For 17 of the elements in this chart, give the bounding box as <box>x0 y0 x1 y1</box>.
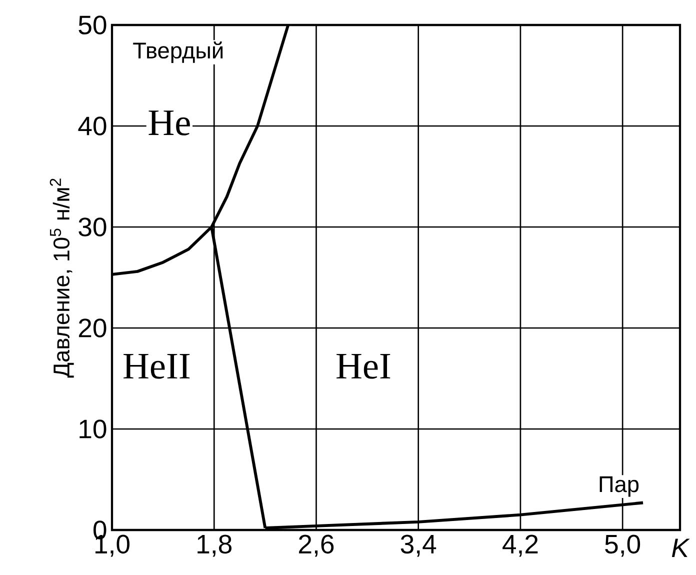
annotation: Твердый <box>133 41 223 64</box>
y-tick-label: 20 <box>78 318 106 338</box>
y-tick-label: 40 <box>78 116 106 136</box>
annotation: Пар <box>600 476 639 497</box>
x-tick-label: 2,6 <box>299 534 334 557</box>
annotation: He <box>148 110 190 136</box>
annotation: HeI <box>336 354 390 379</box>
x-tick-label: 4,2 <box>502 534 538 557</box>
x-tick-label: 1,8 <box>198 534 232 557</box>
y-axis-title: Давление, 10$^{5}$ н/м$^{2}$ <box>50 178 74 378</box>
y-tick-label: 10 <box>80 420 106 438</box>
y-tick-label: 50 <box>78 16 106 34</box>
x-tick-label: 5,0 <box>605 534 640 557</box>
x-tick-label: 3,4 <box>400 534 436 557</box>
x-axis-title: K <box>672 538 690 558</box>
y-tick-label: 30 <box>78 218 106 236</box>
annotation: HeII <box>124 354 190 379</box>
